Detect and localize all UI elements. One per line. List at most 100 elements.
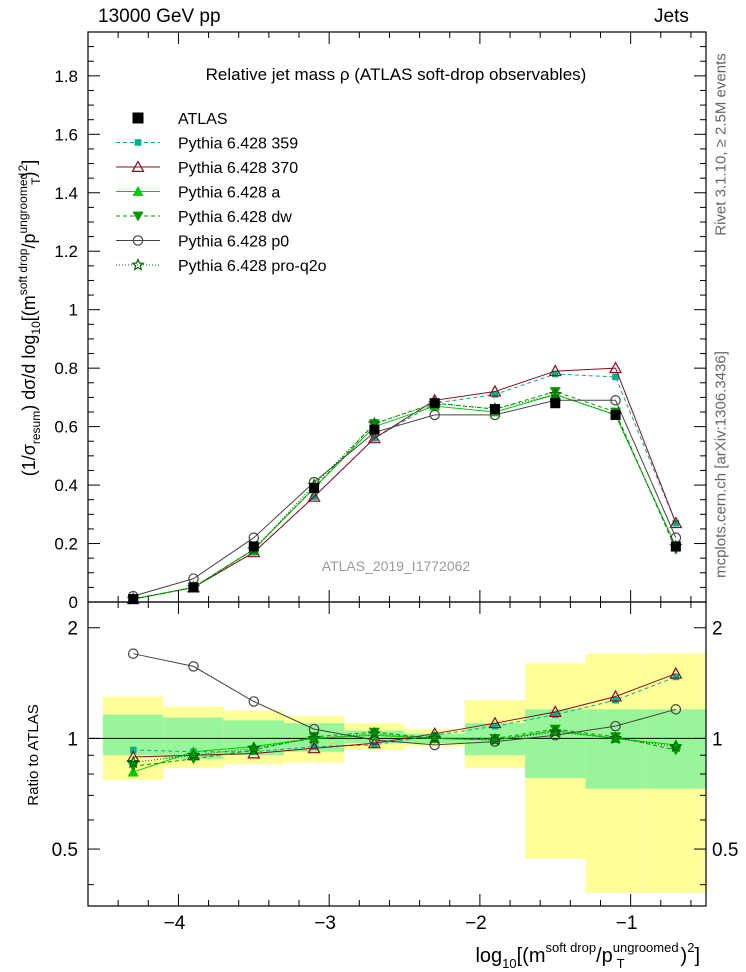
data-point <box>612 696 619 704</box>
legend-label: Pythia 6.428 370 <box>178 160 298 177</box>
data-point <box>369 424 380 435</box>
data-point <box>429 409 440 421</box>
main-y-tick-label: 1.2 <box>54 242 78 261</box>
data-point <box>489 734 501 744</box>
data-point <box>128 594 139 605</box>
main-y-tick-label: 0.8 <box>54 359 78 378</box>
ratio-band-inner <box>585 709 646 789</box>
ratio-y-tick-label: 1 <box>67 729 78 750</box>
data-point <box>132 112 144 124</box>
plot-frames <box>87 31 707 907</box>
legend-entry: ATLAS <box>132 111 228 128</box>
data-point <box>612 373 619 381</box>
data-point <box>670 541 681 552</box>
ratio-band-inner <box>525 709 586 779</box>
data-point <box>131 160 145 172</box>
data-point <box>369 734 380 746</box>
series-line-main <box>133 393 677 600</box>
data-point <box>548 387 562 401</box>
data-point <box>186 748 201 761</box>
series-line-ratio <box>133 676 677 753</box>
data-point <box>129 746 137 754</box>
data-point <box>550 398 561 409</box>
legend-entry: Pythia 6.428 370 <box>116 160 298 177</box>
data-point <box>127 648 139 659</box>
series-line-ratio <box>133 653 676 746</box>
atlas-data <box>128 398 681 605</box>
data-point <box>549 729 561 741</box>
data-point <box>491 391 499 398</box>
series-line-main <box>133 399 677 597</box>
ratio-y-tick-label-right: 1 <box>712 729 723 750</box>
ratio-y-tick-label-right: 0.5 <box>712 840 738 861</box>
data-point <box>669 739 683 753</box>
series-line-main <box>133 391 677 600</box>
data-point <box>489 736 501 747</box>
data-point <box>609 361 623 374</box>
legend-entry: Pythia 6.428 pro-q2o <box>116 257 327 275</box>
ratio-y-axis-label: Ratio to ATLAS <box>25 704 42 805</box>
data-point <box>248 696 260 707</box>
data-point <box>610 409 621 420</box>
data-point <box>491 722 499 730</box>
data-point <box>132 235 144 246</box>
legend: ATLAS Pythia 6.428 359 Pythia 6.428 370 Pyt… <box>116 111 327 275</box>
legend-label: Pythia 6.428 p0 <box>178 234 289 251</box>
header-process: 13000 GeV pp <box>98 6 221 27</box>
data-point <box>488 732 502 746</box>
data-point <box>669 666 683 679</box>
svg-text:(1/σresum) dσ/d log10[(msoft d: (1/σresum) dσ/d log10[(msoft drop/pungro… <box>16 160 43 476</box>
legend-entry: Pythia 6.428 359 <box>116 136 298 153</box>
data-point <box>307 731 321 745</box>
x-tick-label: −1 <box>616 913 638 934</box>
data-point <box>488 716 502 729</box>
data-point <box>126 750 140 763</box>
ratio-y-tick-label: 2 <box>67 619 78 640</box>
data-point <box>309 483 320 493</box>
svg-text:log10[(msoft drop/pungroomedT): log10[(msoft drop/pungroomed T)2] <box>475 940 700 971</box>
data-point <box>131 257 145 271</box>
main-y-tick-label: 0 <box>69 593 78 612</box>
data-point <box>126 755 140 769</box>
data-point <box>489 404 500 415</box>
data-point <box>610 732 622 743</box>
data-point <box>672 673 680 681</box>
main-y-axis-label: (1/σresum) dσ/d log10[(msoft drop/pungro… <box>16 160 43 476</box>
ratio-y-tick-label: 0.5 <box>52 840 78 861</box>
header-category: Jets <box>654 6 689 27</box>
data-point <box>549 387 561 398</box>
data-point <box>367 431 381 444</box>
data-point <box>548 725 562 738</box>
main-y-tick-label: 1.8 <box>54 67 78 86</box>
analysis-watermark: ATLAS_2019_I1772062 <box>322 558 471 574</box>
data-point <box>247 741 261 754</box>
data-point <box>132 186 144 196</box>
main-y-tick-label: 1 <box>69 301 78 320</box>
ratio-panel-frame <box>87 601 707 907</box>
x-tick-label: −4 <box>164 913 186 934</box>
main-y-tick-label: 0.4 <box>54 476 78 495</box>
legend-entry: Pythia 6.428 dw <box>116 209 292 226</box>
data-point <box>551 711 559 719</box>
x-axis-label: log10[(msoft drop/pungroomed T)2] <box>475 940 700 971</box>
legend-label: Pythia 6.428 pro-q2o <box>178 258 327 275</box>
data-point <box>367 726 382 740</box>
data-point <box>132 211 144 222</box>
chart-title: Relative jet mass ρ (ATLAS soft-drop obs… <box>206 65 587 84</box>
data-point <box>308 732 320 743</box>
data-point <box>307 490 321 502</box>
data-point <box>488 384 502 397</box>
data-point <box>609 689 623 702</box>
legend-label: Pythia 6.428 dw <box>178 209 292 226</box>
data-point <box>610 395 621 406</box>
data-point <box>368 727 380 738</box>
x-tick-label: −3 <box>314 913 336 934</box>
legend-label: Pythia 6.428 359 <box>178 136 298 153</box>
legend-label: ATLAS <box>178 111 228 128</box>
series-line-ratio <box>133 730 676 773</box>
data-point <box>307 741 321 754</box>
data-point <box>188 661 199 672</box>
data-point <box>608 731 623 745</box>
series-line-main <box>133 373 677 600</box>
